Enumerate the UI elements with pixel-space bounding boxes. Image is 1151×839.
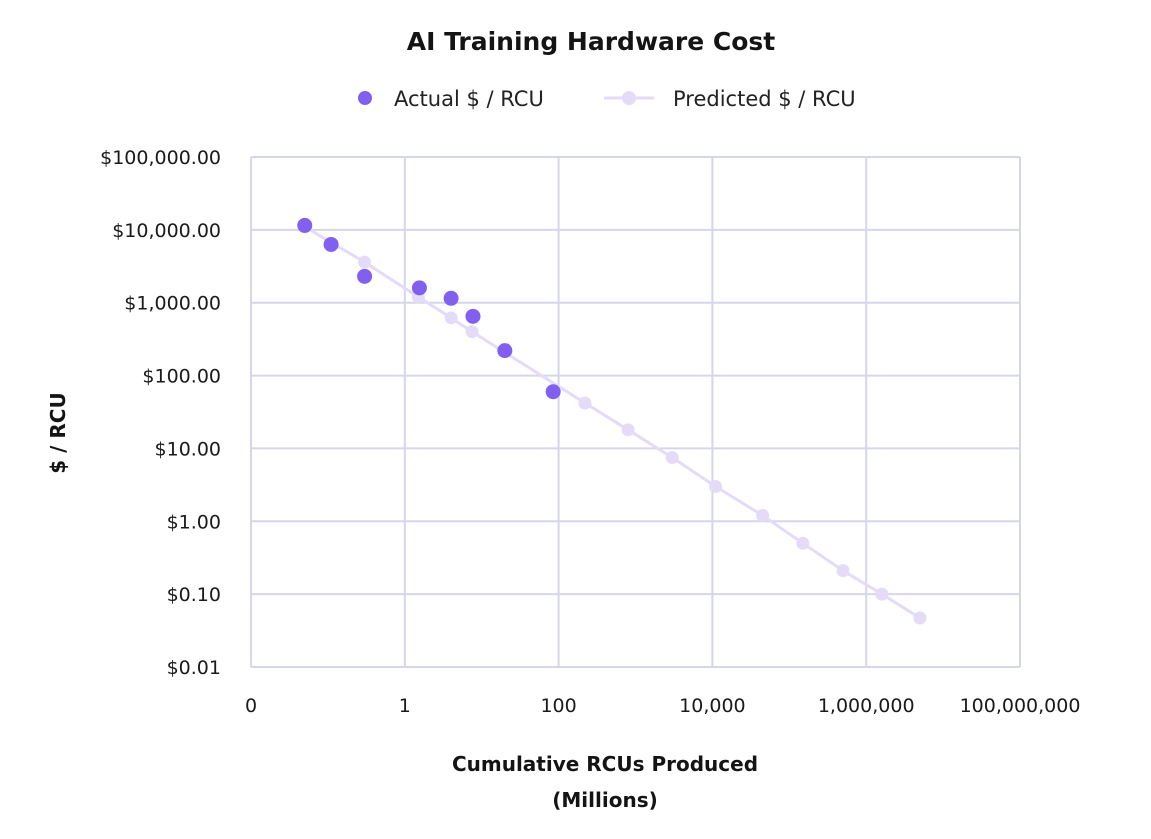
predicted-point xyxy=(465,325,479,339)
y-tick-label: $1,000.00 xyxy=(124,293,221,315)
x-axis-ticks: 0 1 100 10,000 1,000,000 100,000,000 xyxy=(245,695,1080,717)
legend-marker-actual xyxy=(358,91,372,105)
predicted-point xyxy=(709,480,723,494)
legend-label-predicted: Predicted $ / RCU xyxy=(673,87,856,111)
predicted-point xyxy=(756,509,770,523)
predicted-point xyxy=(796,536,810,550)
predicted-point xyxy=(621,423,635,437)
y-tick-label: $1.00 xyxy=(167,511,221,533)
actual-point xyxy=(443,290,459,306)
y-tick-label: $10.00 xyxy=(155,438,221,460)
x-tick-label: 1 xyxy=(399,695,411,717)
y-tick-label: $100,000.00 xyxy=(100,147,221,169)
chart-title: AI Training Hardware Cost xyxy=(407,27,776,56)
x-tick-label: 100,000,000 xyxy=(960,695,1081,717)
legend: Actual $ / RCU Predicted $ / RCU xyxy=(358,87,856,111)
predicted-point xyxy=(358,255,372,269)
x-tick-label: 100 xyxy=(540,695,576,717)
predicted-point xyxy=(836,564,850,578)
actual-point xyxy=(357,268,373,284)
legend-label-actual: Actual $ / RCU xyxy=(394,87,544,111)
y-tick-label: $10,000.00 xyxy=(112,220,221,242)
series-actual xyxy=(297,217,561,400)
x-tick-label: 1,000,000 xyxy=(818,695,915,717)
series-predicted xyxy=(298,220,927,625)
predicted-point xyxy=(444,311,458,325)
actual-point xyxy=(545,384,561,400)
predicted-point xyxy=(578,396,592,410)
y-axis-label: $ / RCU xyxy=(46,392,70,473)
predicted-point xyxy=(913,611,927,625)
predicted-point xyxy=(665,451,679,465)
x-tick-label: 10,000 xyxy=(679,695,745,717)
y-tick-label: $0.10 xyxy=(167,584,221,606)
legend-marker-predicted xyxy=(622,91,636,105)
y-axis-ticks: $0.01 $0.10 $1.00 $10.00 $100.00 $1,000.00 $10… xyxy=(100,147,221,679)
x-axis-label-line2: (Millions) xyxy=(552,788,658,812)
x-tick-label: 0 xyxy=(245,695,257,717)
y-tick-label: $0.01 xyxy=(167,657,221,679)
y-tick-label: $100.00 xyxy=(142,366,221,388)
actual-point xyxy=(297,217,313,233)
actual-point xyxy=(497,343,513,359)
actual-point xyxy=(323,236,339,252)
predicted-line xyxy=(304,225,921,620)
predicted-point xyxy=(875,587,889,601)
x-axis-label-line1: Cumulative RCUs Produced xyxy=(452,752,758,776)
actual-point xyxy=(411,280,427,296)
actual-point xyxy=(465,308,481,324)
plot-grid xyxy=(250,156,1021,668)
